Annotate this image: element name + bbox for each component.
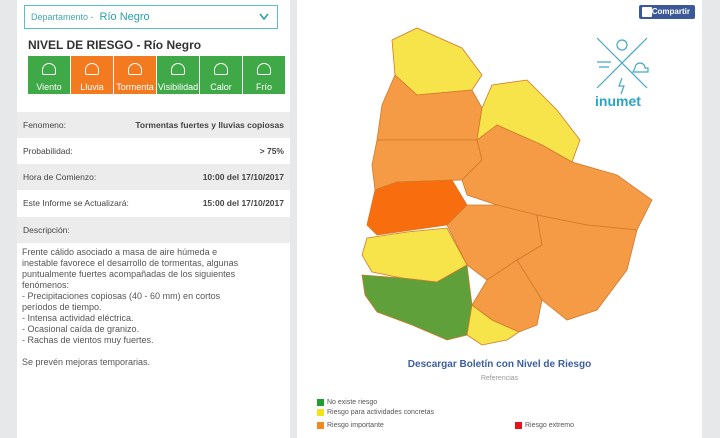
indicator-label: Visibilidad xyxy=(157,82,199,92)
legend-label: No existe riesgo xyxy=(327,399,378,406)
indicator-tile: Visibilidad xyxy=(157,56,199,94)
region xyxy=(466,304,520,346)
description-line: fenómenos: xyxy=(22,280,70,290)
indicator-label: Frío xyxy=(255,82,272,92)
detail-label: Hora de Comienzo: xyxy=(23,172,97,182)
logo-mark xyxy=(596,37,649,95)
detail-value: > 75% xyxy=(259,146,284,156)
indicator-row: Viento Lluvia Tormenta Visibilidad Calor Frío xyxy=(28,56,286,94)
indicator-label: Tormenta xyxy=(116,82,154,92)
legend-label: Riesgo extremo xyxy=(525,422,575,429)
legend-swatch xyxy=(515,422,522,429)
download-link[interactable]: Descargar Boletín con Nivel de Riesgo xyxy=(407,359,592,370)
legend-swatch xyxy=(317,409,324,416)
risk-map xyxy=(361,27,653,346)
legend-item: Riesgo para actividades concretas xyxy=(317,409,434,416)
description-line: inestable favorece el desarrollo de torm… xyxy=(22,258,239,268)
indicator-tile: Frío xyxy=(243,56,285,94)
legend-swatch xyxy=(317,399,324,406)
legend-item: Riesgo importante xyxy=(317,422,384,429)
legend-label: Riesgo importante xyxy=(327,422,384,429)
select-label: Departamento - xyxy=(31,12,94,22)
indicator-icon xyxy=(85,63,99,75)
description-line: - Intensa actividad eléctrica. xyxy=(22,313,134,323)
region xyxy=(516,214,638,321)
description-line: períodos de tiempo. xyxy=(22,302,102,312)
detail-value: 15:00 del 17/10/2017 xyxy=(202,198,284,208)
legend-swatch xyxy=(317,422,324,429)
description-line: Frente cálido asociado a masa de aire hú… xyxy=(22,247,218,257)
legend-item: No existe riesgo xyxy=(317,399,377,406)
indicator-label: Calor xyxy=(210,82,232,92)
description-header: Descripción: xyxy=(17,217,290,243)
risk-title: NIVEL DE RIESGO - Río Negro xyxy=(28,38,202,52)
indicator-tile: Tormenta xyxy=(114,56,156,94)
detail-label: Este Informe se Actualizará: xyxy=(23,198,129,208)
description-line: - Rachas de vientos muy fuertes. xyxy=(22,335,154,345)
references-label: Referencias xyxy=(480,375,519,382)
indicator-icon xyxy=(42,63,56,75)
description-line: - Precipitaciones copiosas (40 - 60 mm) … xyxy=(22,291,221,301)
detail-label: Probabilidad: xyxy=(23,146,73,156)
select-value: Río Negro xyxy=(99,11,150,23)
detail-row: Probabilidad: > 75% xyxy=(17,138,290,164)
indicator-icon xyxy=(128,63,142,75)
detail-label: Fenomeno: xyxy=(23,120,66,130)
fb-icon xyxy=(642,7,652,17)
detail-row: Este Informe se Actualizará: 15:00 del 17… xyxy=(17,190,290,216)
department-select[interactable]: Departamento - Río Negro xyxy=(24,5,278,29)
indicator-tile: Lluvia xyxy=(71,56,113,94)
closing-line: Se prevén mejoras temporarias. xyxy=(22,357,151,367)
chevron xyxy=(259,13,269,21)
indicator-icon xyxy=(171,63,185,75)
share-button[interactable]: Compartir xyxy=(639,5,695,19)
logo-text: inumet xyxy=(595,93,641,109)
indicator-icon xyxy=(214,63,228,75)
detail-value: 10:00 del 17/10/2017 xyxy=(202,172,284,182)
indicator-tile: Viento xyxy=(28,56,70,94)
right-panel: Compartir inumet Descargar Boletín con N… xyxy=(297,0,702,438)
share-label: Compartir xyxy=(651,7,690,16)
legend-item: Riesgo extremo xyxy=(515,422,574,429)
description-line: - Ocasional caída de granizo. xyxy=(22,324,140,334)
indicator-icon xyxy=(257,63,271,75)
indicator-tile: Calor xyxy=(200,56,242,94)
indicator-label: Lluvia xyxy=(80,82,104,92)
detail-value: Tormentas fuertes y lluvias copiosas xyxy=(135,120,284,130)
indicator-label: Viento xyxy=(36,82,62,92)
description-label: Descripción: xyxy=(23,225,70,235)
detail-row: Hora de Comienzo: 10:00 del 17/10/2017 xyxy=(17,164,290,190)
left-panel: Departamento - Río Negro NIVEL DE RIESGO … xyxy=(17,0,290,438)
description-line: puntualmente fuertes acompañadas de los … xyxy=(22,269,236,279)
legend-label: Riesgo para actividades concretas xyxy=(327,409,435,416)
detail-row: Fenomeno: Tormentas fuertes y lluvias cop… xyxy=(17,112,290,138)
description: Frente cálido asociado a masa de aire hú… xyxy=(22,247,238,368)
